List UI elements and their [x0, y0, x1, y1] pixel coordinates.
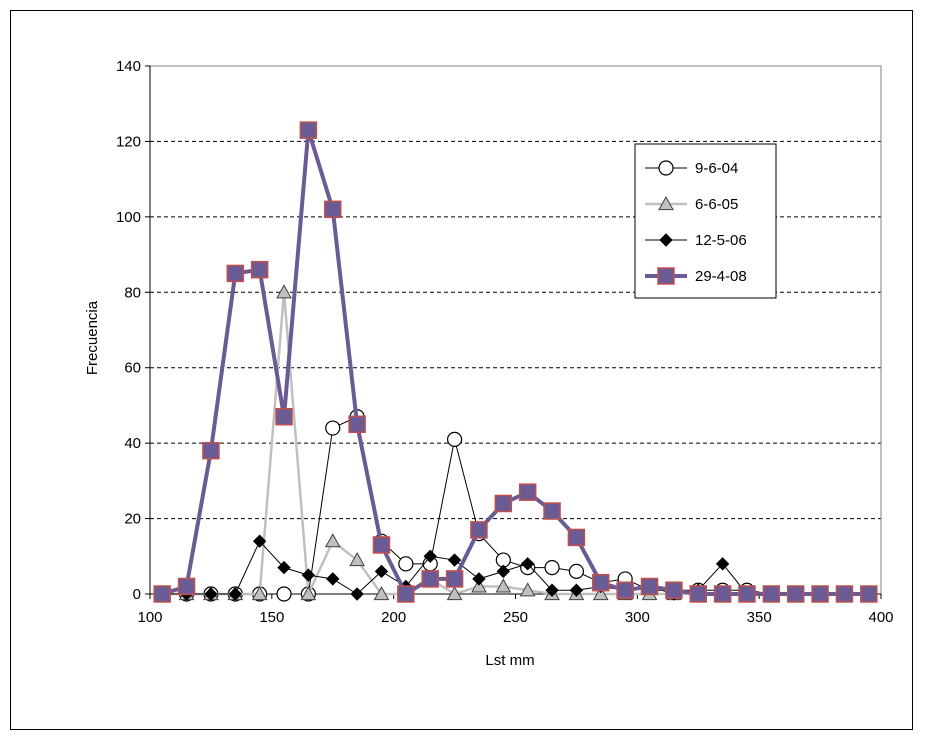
data-point [325, 420, 341, 436]
data-point [177, 577, 196, 596]
y-tick-label: 40 [124, 435, 141, 452]
y-tick-label: 0 [133, 586, 141, 603]
legend-marker [658, 160, 674, 176]
data-point [348, 415, 366, 434]
data-point [860, 585, 878, 603]
data-point [153, 585, 171, 603]
data-point [202, 441, 220, 460]
legend-marker [658, 195, 674, 211]
legend-label: 12-5-06 [695, 232, 747, 249]
x-tick-label: 400 [868, 609, 893, 626]
x-tick-label: 100 [137, 609, 162, 626]
data-point [372, 536, 391, 554]
data-point [811, 585, 829, 603]
data-point [373, 585, 390, 601]
data-point [616, 581, 634, 599]
data-point [421, 570, 439, 588]
data-point [495, 578, 512, 593]
x-tick-label: 250 [503, 609, 528, 626]
data-point [447, 553, 462, 567]
x-tick-label: 300 [625, 609, 650, 626]
y-tick-label: 120 [116, 133, 141, 150]
data-point [423, 549, 437, 563]
data-point [445, 570, 464, 588]
data-point [398, 556, 414, 572]
data-point [276, 586, 292, 602]
legend-label: 6-6-05 [695, 196, 738, 213]
data-point [518, 483, 537, 501]
data-point [277, 560, 291, 575]
data-point [324, 200, 342, 219]
x-tick-label: 150 [259, 609, 284, 626]
legend-label: 9-6-04 [695, 160, 738, 177]
data-point [326, 572, 340, 586]
data-point [324, 533, 341, 548]
data-point [592, 585, 609, 601]
data-point [715, 557, 730, 571]
data-point [569, 583, 584, 597]
y-tick-label: 100 [116, 209, 141, 226]
data-point [738, 585, 756, 603]
y-tick-label: 80 [124, 284, 141, 301]
legend-label: 29-4-08 [695, 268, 747, 285]
data-point [544, 559, 560, 576]
x-tick-label: 350 [747, 609, 772, 626]
series-29-4-08 [153, 121, 878, 603]
data-point [835, 585, 854, 603]
data-point [640, 577, 659, 596]
x-axis-label: Lst mm [485, 652, 534, 669]
data-point [446, 431, 463, 447]
data-point [567, 528, 586, 547]
y-tick-label: 140 [116, 58, 141, 75]
data-point [300, 585, 317, 601]
series-layer [153, 121, 878, 603]
data-point [494, 494, 513, 513]
data-point [568, 563, 585, 579]
series-6-6-05 [154, 284, 877, 601]
data-point [519, 582, 536, 597]
chart-frame: 0 20 40 60 80 100 120 140 100 150 200 250 300 350 400 … [10, 10, 913, 730]
data-point [252, 534, 267, 548]
y-axis-label: Frecuencia [84, 300, 101, 375]
legend-marker [657, 267, 675, 285]
data-point [713, 585, 732, 603]
x-tick-label: 200 [381, 609, 406, 626]
data-point [471, 578, 487, 593]
data-point [374, 564, 389, 579]
data-point [250, 260, 269, 279]
series-9-6-04 [154, 409, 877, 602]
data-point [592, 573, 610, 592]
data-point [470, 521, 488, 539]
data-point [275, 407, 293, 426]
legend: 9-6-04 6-6-05 12-5-06 29-4-08 [634, 143, 777, 299]
data-point [226, 264, 245, 283]
data-point [349, 552, 365, 567]
y-tick-label: 60 [124, 360, 141, 377]
y-tick-label: 20 [124, 511, 141, 528]
data-point [446, 585, 463, 601]
data-point [786, 585, 805, 603]
data-point [276, 284, 292, 299]
data-point [251, 585, 268, 601]
data-point [472, 572, 486, 586]
data-point [496, 564, 511, 579]
legend-marker [659, 233, 673, 247]
data-point [665, 581, 683, 599]
data-point [301, 568, 316, 582]
data-point [762, 585, 781, 603]
data-point [299, 121, 318, 139]
data-point [204, 587, 218, 601]
data-point [350, 587, 364, 601]
data-point [545, 583, 559, 597]
data-point [228, 587, 242, 601]
data-point [689, 585, 707, 603]
tick-labels: 0 20 40 60 80 100 120 140 100 150 200 250 300 350 400 [116, 58, 894, 626]
data-point [543, 502, 561, 520]
data-point [397, 585, 415, 603]
data-point [520, 557, 535, 571]
